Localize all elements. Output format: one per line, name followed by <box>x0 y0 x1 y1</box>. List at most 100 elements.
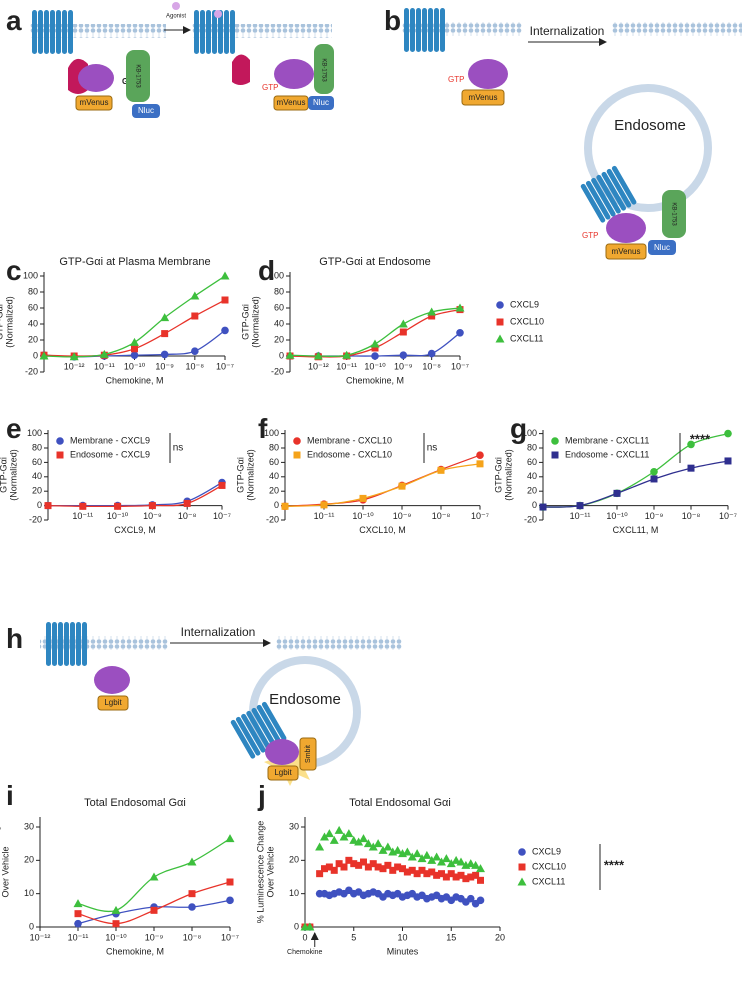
y-tick-label: 80 <box>274 286 284 296</box>
x-tick-label: 10⁻¹² <box>308 361 329 371</box>
marker <box>148 502 156 510</box>
marker <box>183 499 191 507</box>
marker <box>466 894 475 903</box>
fit-curve <box>284 463 481 507</box>
x-tick-label: 10⁻¹⁰ <box>352 511 374 521</box>
membrane <box>276 636 402 650</box>
chart-title: GTP-Gαi at Plasma Membrane <box>59 256 210 268</box>
x-tick-label: 15 <box>446 932 456 942</box>
y-tick-label: 60 <box>527 457 537 467</box>
annotation: Chemokine <box>287 949 323 956</box>
y-axis-label: (Normalized) <box>245 449 255 501</box>
significance: ns <box>427 443 438 454</box>
x-tick-label: 0 <box>302 932 307 942</box>
marker <box>226 878 234 886</box>
y-tick-label: 40 <box>32 471 42 481</box>
panel-label: h <box>6 623 23 654</box>
marker <box>462 875 470 883</box>
chart: Total Endosomal Gαi 0 10 20 30 10⁻¹² 10⁻¹¹ 10⁻¹… <box>0 797 239 956</box>
significance: **** <box>604 857 625 872</box>
marker <box>368 842 378 851</box>
y-tick-label: -20 <box>524 514 537 524</box>
x-tick-label: 10⁻¹² <box>64 361 85 371</box>
legend-marker <box>551 451 559 459</box>
marker <box>130 337 139 346</box>
marker <box>441 854 451 863</box>
x-axis-label: Chemokine, M <box>106 946 164 956</box>
x-axis-label: CXCL9, M <box>114 525 156 535</box>
y-axis-label: Over Vehicle <box>0 846 10 897</box>
y-tick-label: 30 <box>289 821 299 831</box>
marker <box>399 328 407 336</box>
marker <box>466 859 476 868</box>
diagram-label: mVenus <box>80 98 109 107</box>
x-tick-label: 10⁻¹¹ <box>68 932 89 942</box>
mvenus-box <box>605 243 647 260</box>
marker <box>160 350 169 359</box>
kb-1753-icon <box>662 190 686 238</box>
x-tick-label: 10⁻⁸ <box>422 361 441 371</box>
diagram-label: Lgbit <box>104 698 122 707</box>
y-axis-label: (Normalized) <box>4 296 14 348</box>
x-tick-label: 10⁻⁸ <box>186 361 205 371</box>
panel-label: f <box>258 413 268 444</box>
diagram-label: mVenus <box>469 93 498 102</box>
marker <box>191 312 199 320</box>
marker <box>324 829 334 838</box>
marker <box>393 845 403 854</box>
marker <box>225 834 235 843</box>
chart: GTP-Gαi at Plasma Membrane -20 0 20 40 60 80 10… <box>0 256 234 385</box>
diagram-label: Endosome <box>614 117 686 134</box>
x-tick-label: 10⁻¹¹ <box>336 361 357 371</box>
x-tick-label: 10⁻¹⁰ <box>364 361 386 371</box>
marker <box>360 858 367 866</box>
x-tick-label: 10⁻⁹ <box>394 361 413 371</box>
legend-marker <box>518 863 526 871</box>
marker <box>379 865 387 873</box>
marker <box>364 863 372 871</box>
marker <box>371 352 379 360</box>
marker <box>344 829 354 838</box>
marker <box>313 351 323 360</box>
y-axis-label: GTP-Gαi <box>493 457 503 493</box>
g-alpha <box>274 59 314 89</box>
marker <box>330 866 338 874</box>
panel-label: d <box>258 255 275 286</box>
fit-curve <box>48 481 223 507</box>
legend-marker <box>293 437 301 445</box>
legend-label: CXCL9 <box>510 299 539 309</box>
legend-marker <box>495 334 505 343</box>
marker <box>374 863 382 871</box>
marker <box>384 861 392 869</box>
marker <box>339 832 349 841</box>
marker <box>320 832 329 841</box>
marker <box>687 464 695 472</box>
y-tick-label: 20 <box>527 486 537 496</box>
chart-title: Total Endosomal Gαi <box>84 797 186 809</box>
y-tick-label: 20 <box>24 855 34 865</box>
legend-marker <box>56 437 64 445</box>
y-tick-label: 40 <box>527 471 537 481</box>
significance: ns <box>173 443 184 454</box>
marker <box>359 494 367 502</box>
y-tick-label: 0 <box>279 350 284 360</box>
y-axis-label: GTP-Gαi <box>0 457 8 493</box>
marker <box>455 303 465 312</box>
panel-label: e <box>6 413 22 444</box>
x-tick-label: 10⁻⁸ <box>178 511 197 521</box>
diagram-label: KB-1753 <box>134 64 140 88</box>
legend-label: CXCL11 <box>510 333 543 343</box>
marker <box>99 349 109 358</box>
receptor <box>404 8 445 52</box>
legend-label: Endosome - CXCL9 <box>70 449 150 459</box>
x-axis-label: CXCL10, M <box>359 525 406 535</box>
mvenus-box <box>461 89 505 106</box>
marker <box>329 835 339 844</box>
y-tick-label: 80 <box>269 442 279 452</box>
diagram-h: Internalization Lgbit Endosome Smbit Lgb… <box>40 622 402 786</box>
y-tick-label: 100 <box>522 428 537 438</box>
x-tick-label: 10⁻¹¹ <box>72 511 93 521</box>
marker <box>114 502 122 510</box>
x-axis-label: Chemokine, M <box>346 375 404 385</box>
x-tick-label: 10⁻⁷ <box>719 511 737 521</box>
